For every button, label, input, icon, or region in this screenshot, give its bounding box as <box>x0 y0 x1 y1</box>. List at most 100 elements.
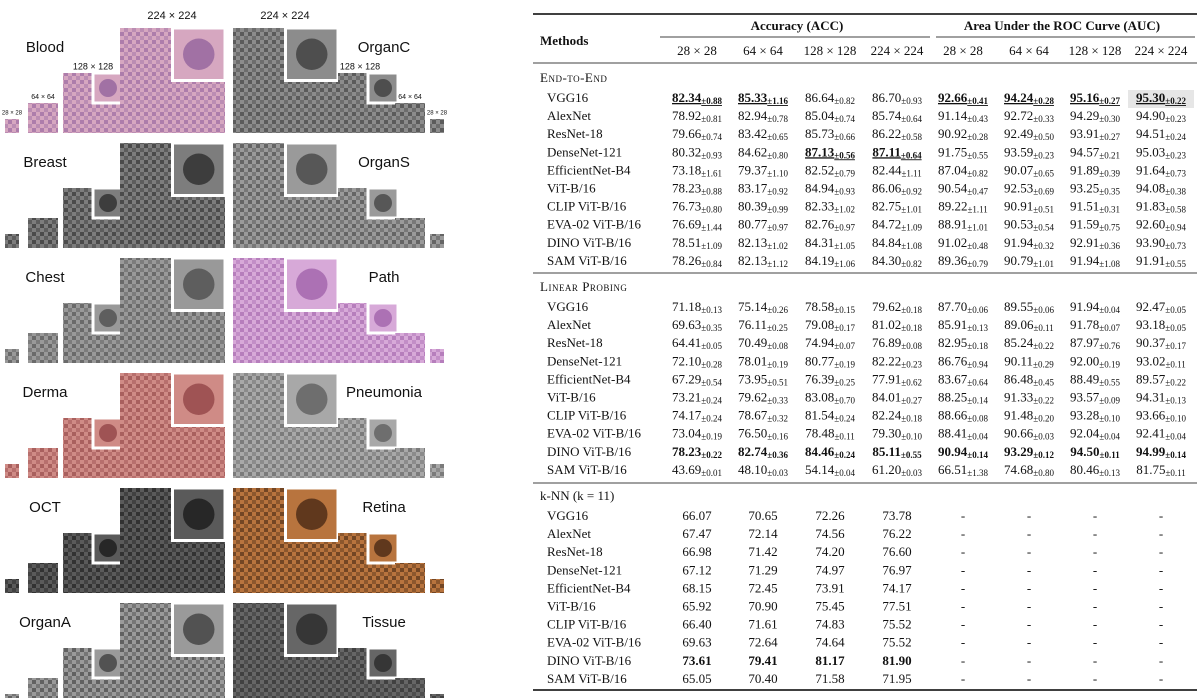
method-name: CLIP ViT-B/16 <box>547 617 627 632</box>
cell-std: ±0.18 <box>901 414 922 424</box>
table-cell: 85.74±0.64 <box>872 108 922 124</box>
table-cell: 90.37±0.17 <box>1136 335 1186 351</box>
table-cell: 89.36±0.79 <box>938 253 988 269</box>
table-cell: - <box>961 562 965 577</box>
table-cell: 91.94±1.08 <box>1070 253 1120 269</box>
cell-value: 86.22 <box>872 126 901 141</box>
table-cell: 72.64 <box>748 635 778 650</box>
cell-value: - <box>1159 508 1163 523</box>
cell-value: 89.22 <box>938 199 967 214</box>
cell-std: ±0.03 <box>1033 432 1054 442</box>
table-cell: 83.17±0.92 <box>738 180 788 196</box>
cell-value: - <box>1159 544 1163 559</box>
resolution-header: 224 × 224 <box>1135 43 1188 58</box>
cell-value: 75.52 <box>882 617 911 632</box>
cell-std: ±0.22 <box>1033 341 1054 351</box>
zoom-detail <box>296 383 328 415</box>
cell-value: 76.73 <box>672 199 701 214</box>
cell-std: ±0.64 <box>901 150 922 160</box>
cell-value: 79.37 <box>738 162 768 177</box>
section-title: Linear Probing <box>540 279 627 294</box>
cell-std: ±0.08 <box>767 341 788 351</box>
table-cell: 91.89±0.39 <box>1070 162 1120 178</box>
cell-value: - <box>1027 508 1031 523</box>
image-tile <box>395 333 425 363</box>
cell-value: 89.36 <box>938 253 968 268</box>
cell-std: ±0.17 <box>834 323 855 333</box>
results-table: Methods Accuracy (ACC) Area Under the RO… <box>533 13 1197 691</box>
cell-std: ±0.09 <box>1099 396 1120 406</box>
cell-value: - <box>961 580 965 595</box>
zoom-detail <box>183 153 215 185</box>
resolution-header: 128 × 128 <box>1069 43 1122 58</box>
table-cell: 78.23±0.88 <box>672 180 722 196</box>
cell-std: ±0.36 <box>1099 241 1120 251</box>
cell-value: 83.08 <box>805 389 834 404</box>
table-cell: 94.90±0.23 <box>1136 108 1186 124</box>
cell-std: ±0.51 <box>767 377 788 387</box>
table-cell: 86.48±0.45 <box>1004 371 1054 387</box>
table-cell: - <box>1093 617 1097 632</box>
table-cell: 79.08±0.17 <box>805 317 855 333</box>
cell-std: ±0.22 <box>701 450 722 460</box>
cell-std: ±0.64 <box>901 114 922 124</box>
cell-value: 73.21 <box>672 389 701 404</box>
table-cell: 88.41±0.04 <box>938 426 988 442</box>
cell-value: 88.41 <box>938 426 967 441</box>
cell-value: 91.78 <box>1070 317 1099 332</box>
resolution-header: 128 × 128 <box>804 43 857 58</box>
cell-std: ±0.56 <box>834 150 855 160</box>
cell-value: 74.17 <box>882 580 912 595</box>
cell-std: ±0.19 <box>834 359 855 369</box>
cell-value: 73.04 <box>672 426 702 441</box>
table-cell: - <box>1159 508 1163 523</box>
cell-value: 72.14 <box>748 526 778 541</box>
cell-std: ±1.38 <box>967 468 988 478</box>
table-cell: 85.33±1.16 <box>738 90 788 106</box>
table-cell: 73.04±0.19 <box>672 426 722 442</box>
cell-value: 74.64 <box>815 635 845 650</box>
cell-std: ±0.23 <box>901 359 922 369</box>
cell-value: 82.44 <box>872 162 902 177</box>
cell-value: 92.41 <box>1136 426 1165 441</box>
table-cell: 85.73±0.66 <box>805 126 855 142</box>
table-cell: 91.02±0.48 <box>938 235 988 251</box>
resolution-label: 128 × 128 <box>73 61 113 71</box>
table-cell: - <box>961 508 965 523</box>
cell-value: 76.69 <box>672 217 701 232</box>
table-cell: 70.40 <box>748 671 777 686</box>
cell-value: 65.05 <box>682 671 711 686</box>
cell-value: 76.50 <box>738 426 767 441</box>
cell-value: 85.73 <box>805 126 834 141</box>
cell-value: 74.97 <box>815 562 845 577</box>
cell-std: ±0.18 <box>967 341 988 351</box>
table-cell: - <box>1093 598 1097 613</box>
cell-value: 74.20 <box>815 544 844 559</box>
cell-value: 94.24 <box>1004 90 1034 105</box>
image-tile <box>430 694 444 698</box>
cell-std: ±0.13 <box>967 323 988 333</box>
table-cell: 92.04±0.04 <box>1070 426 1120 442</box>
table-cell: - <box>1093 562 1097 577</box>
cell-value: 88.66 <box>938 408 968 423</box>
cell-std: ±0.15 <box>834 305 855 315</box>
zoom-inset <box>171 371 227 427</box>
table-cell: 78.67±0.32 <box>738 408 788 424</box>
table-cell: 83.42±0.65 <box>738 126 788 142</box>
cell-std: ±0.11 <box>1100 450 1121 460</box>
method-name: DINO ViT-B/16 <box>547 444 632 459</box>
table-cell: 78.23±0.22 <box>672 444 722 460</box>
cell-std: ±0.22 <box>1033 396 1054 406</box>
cell-value: 73.91 <box>815 580 844 595</box>
cell-value: - <box>1093 562 1097 577</box>
table-cell: 93.66±0.10 <box>1136 408 1186 424</box>
table-cell: 94.57±0.21 <box>1070 144 1120 160</box>
table-cell: - <box>1093 671 1097 686</box>
table-cell: 82.44±1.11 <box>872 162 922 178</box>
method-name: VGG16 <box>547 90 589 105</box>
table-cell: 66.07 <box>682 508 712 523</box>
table-cell: 93.59±0.23 <box>1004 144 1054 160</box>
table-cell: 71.58 <box>815 671 844 686</box>
table-cell: 93.02±0.11 <box>1136 353 1186 369</box>
table-cell: 73.18±1.61 <box>672 162 722 178</box>
